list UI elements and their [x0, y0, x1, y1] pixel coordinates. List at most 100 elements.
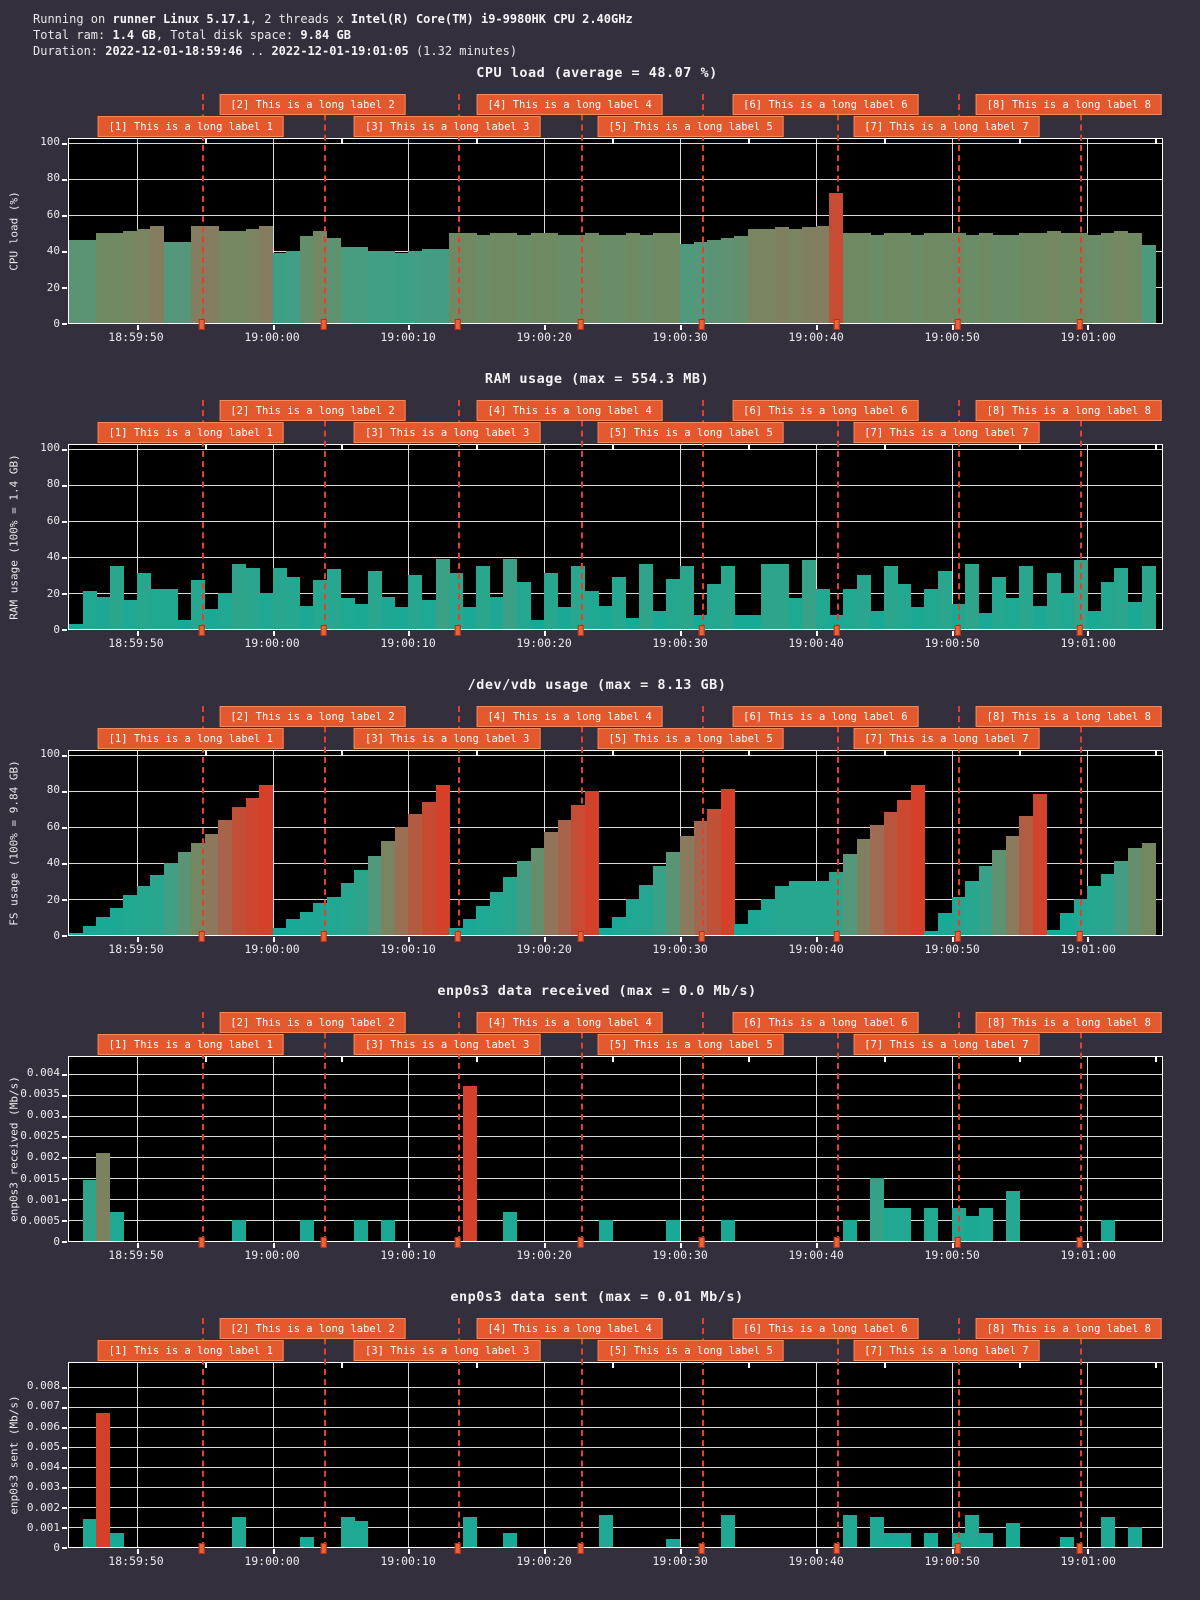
bar	[259, 225, 274, 323]
event-label: [3] This is a long label 3	[354, 116, 541, 137]
bar	[218, 231, 233, 323]
bar	[218, 592, 233, 629]
event-marker	[954, 1543, 961, 1554]
bar	[367, 855, 382, 935]
bar	[326, 569, 341, 629]
grid-line-h	[69, 556, 1162, 558]
grid-line-h	[69, 1507, 1162, 1508]
bar	[571, 805, 586, 935]
bar	[897, 232, 912, 323]
plot-pane: [1] This is a long label 1 [2] This is a …	[62, 706, 1163, 942]
bar	[924, 1207, 939, 1241]
y-tick-mark	[62, 1467, 67, 1469]
bar	[761, 564, 776, 629]
y-tick-label: 40	[46, 856, 60, 870]
event-line	[580, 1318, 583, 1548]
x-tick-mark	[136, 1549, 139, 1554]
x-tick-mark	[544, 1549, 547, 1554]
event-line	[1080, 1012, 1083, 1242]
grid-line-h	[69, 142, 1162, 144]
bar	[829, 614, 844, 629]
bar	[462, 1517, 477, 1547]
top-tick-mark	[204, 1057, 207, 1062]
bar	[340, 1517, 355, 1547]
grid-line-v	[815, 1363, 817, 1547]
y-tick-mark	[62, 629, 67, 631]
bar	[96, 596, 111, 629]
grid-line-v	[1087, 1057, 1089, 1241]
event-line	[1080, 706, 1083, 936]
y-tick-mark	[62, 592, 67, 595]
y-tick-mark	[62, 142, 67, 145]
x-tick-mark	[815, 1549, 818, 1554]
top-tick-mark	[204, 751, 207, 756]
bar	[204, 833, 219, 935]
x-tick-label: 19:00:40	[788, 1248, 844, 1262]
top-tick-mark	[1019, 1363, 1022, 1368]
bar	[422, 249, 437, 323]
bar	[639, 564, 654, 629]
grid-line-h	[69, 1136, 1162, 1138]
bar	[354, 247, 369, 323]
y-tick-label: 0.0005	[20, 1213, 60, 1227]
x-tick-label: 19:00:00	[244, 636, 300, 650]
x-tick-mark	[951, 937, 954, 942]
header-text: Intel(R) Core(TM) i9-9980HK CPU 2.40GHz	[350, 12, 633, 26]
top-tick-mark	[1019, 751, 1022, 756]
bar	[164, 589, 179, 629]
chart-title: RAM usage (max = 554.3 MB)	[484, 371, 710, 387]
bar	[245, 567, 260, 629]
event-line	[323, 1012, 326, 1242]
event-line	[836, 1012, 839, 1242]
grid-line-v	[408, 139, 410, 323]
bar	[1005, 234, 1020, 323]
y-tick-label: 60	[46, 513, 60, 527]
top-tick-mark	[883, 751, 886, 756]
y-tick-mark	[62, 1241, 67, 1243]
bar	[937, 232, 952, 323]
event-line	[836, 706, 839, 936]
grid-line-v	[544, 445, 546, 629]
bar	[775, 886, 790, 935]
x-tick-label: 19:01:00	[1060, 330, 1116, 344]
bar	[584, 591, 599, 629]
bar	[965, 564, 980, 629]
x-tick-label: 19:00:00	[244, 1554, 300, 1568]
bar	[639, 884, 654, 935]
bar	[191, 580, 206, 629]
event-label: [4] This is a long label 4	[476, 706, 663, 727]
event-label: [1] This is a long label 1	[97, 728, 284, 749]
event-label: [5] This is a long label 5	[597, 728, 784, 749]
bar	[557, 819, 572, 935]
event-line	[580, 1012, 583, 1242]
bar	[652, 232, 667, 323]
x-tick-mark	[679, 1243, 682, 1248]
bar	[666, 232, 681, 323]
bar	[449, 232, 464, 323]
x-tick-mark	[815, 937, 818, 942]
bar	[720, 565, 735, 629]
event-marker	[1076, 1237, 1083, 1248]
event-label: [2] This is a long label 2	[219, 94, 406, 115]
top-tick-mark	[883, 139, 886, 144]
event-marker	[954, 931, 961, 942]
y-tick-label: 100	[40, 746, 60, 760]
grid-line-h	[69, 1220, 1162, 1222]
header-text: ..	[242, 44, 272, 58]
grid-line-h	[69, 826, 1162, 828]
y-tick-label: 100	[40, 134, 60, 148]
x-tick-mark	[136, 325, 139, 330]
bar	[707, 240, 722, 323]
grid-line-v	[679, 445, 681, 629]
event-label: [4] This is a long label 4	[476, 1318, 663, 1339]
plot-pane: [1] This is a long label 1 [2] This is a …	[62, 400, 1163, 636]
bar	[747, 229, 762, 323]
top-tick-mark	[340, 1363, 343, 1368]
grid-line-v	[1087, 445, 1089, 629]
bar	[204, 609, 219, 629]
bar	[272, 252, 287, 323]
event-marker	[1076, 319, 1083, 330]
x-tick-mark	[815, 1243, 818, 1248]
event-line	[201, 1318, 204, 1548]
bar	[123, 895, 138, 935]
